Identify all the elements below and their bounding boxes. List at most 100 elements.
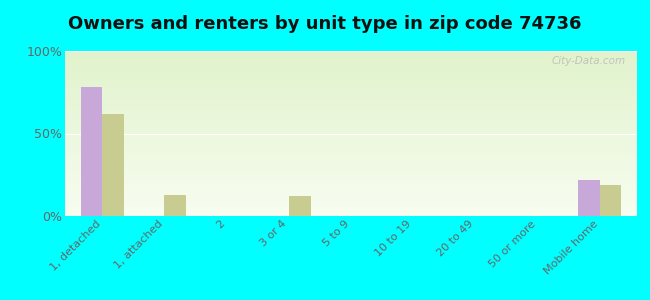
Bar (65, 124, 637, 125)
Bar (65, 161, 637, 163)
Bar (65, 91, 637, 92)
Bar (65, 105, 637, 107)
Bar (65, 84, 637, 86)
Bar (65, 135, 637, 137)
Bar (65, 155, 637, 157)
Bar (81, 87, 102, 216)
Bar (65, 186, 637, 188)
Bar (65, 209, 637, 211)
Bar (65, 167, 637, 168)
Bar (65, 82, 637, 84)
Bar (65, 69, 637, 71)
Bar (65, 143, 637, 145)
Bar (65, 107, 637, 109)
Bar (65, 211, 637, 213)
Bar (65, 104, 637, 105)
Bar (65, 160, 637, 161)
Bar (65, 77, 637, 79)
Bar (65, 59, 637, 61)
Bar (65, 171, 637, 173)
Bar (65, 115, 637, 117)
Bar (65, 102, 637, 104)
Bar (65, 79, 637, 81)
Bar (65, 134, 637, 135)
Bar (65, 198, 637, 200)
Bar (600, 184, 621, 216)
Bar (65, 157, 637, 158)
Bar (65, 173, 637, 175)
Bar (65, 117, 637, 118)
Bar (65, 158, 637, 160)
Bar (65, 64, 637, 66)
Bar (65, 203, 637, 205)
Bar (65, 94, 637, 95)
Bar (65, 132, 637, 134)
Bar (65, 165, 637, 167)
Bar (65, 89, 637, 91)
Bar (65, 81, 637, 82)
Bar (65, 138, 637, 140)
Bar (65, 68, 637, 69)
Bar (65, 58, 637, 59)
Bar (65, 152, 637, 153)
Bar (65, 196, 637, 198)
Bar (65, 120, 637, 122)
Bar (65, 204, 637, 206)
Bar (65, 206, 637, 208)
Bar (65, 114, 637, 115)
Bar (65, 110, 637, 112)
Bar (65, 213, 637, 214)
Bar (65, 168, 637, 170)
Bar (65, 109, 637, 110)
Bar (164, 194, 187, 216)
Bar (65, 130, 637, 132)
Bar (65, 178, 637, 180)
Bar (65, 74, 637, 76)
Bar (65, 201, 637, 203)
Bar (65, 150, 637, 152)
Bar (65, 92, 637, 94)
Bar (65, 200, 637, 201)
Bar (65, 140, 637, 142)
Bar (65, 71, 637, 72)
Bar (65, 184, 637, 186)
Bar (65, 99, 637, 100)
Bar (65, 214, 637, 216)
Bar (65, 85, 637, 87)
Bar (65, 145, 637, 147)
Bar (65, 54, 637, 56)
Bar (65, 180, 637, 181)
Bar (65, 147, 637, 148)
Bar (65, 137, 637, 138)
Bar (65, 163, 637, 165)
Bar (65, 66, 637, 68)
Bar (65, 97, 637, 99)
Bar (65, 176, 637, 178)
Bar (65, 61, 637, 62)
Bar (289, 196, 311, 216)
Bar (65, 148, 637, 150)
Bar (65, 183, 637, 184)
Bar (102, 114, 124, 216)
Bar (65, 125, 637, 127)
Bar (65, 191, 637, 193)
Bar (65, 190, 637, 191)
Bar (65, 208, 637, 209)
Bar (65, 118, 637, 120)
Bar (65, 62, 637, 64)
Bar (65, 127, 637, 128)
Bar (65, 122, 637, 124)
Bar (65, 100, 637, 102)
Bar (65, 51, 637, 52)
Bar (65, 175, 637, 176)
Bar (65, 112, 637, 114)
Bar (65, 72, 637, 74)
Bar (65, 128, 637, 130)
Bar (65, 170, 637, 171)
Bar (65, 181, 637, 183)
Text: Owners and renters by unit type in zip code 74736: Owners and renters by unit type in zip c… (68, 15, 582, 33)
Bar (65, 52, 637, 54)
Bar (578, 180, 600, 216)
Bar (65, 56, 637, 58)
Bar (65, 153, 637, 155)
